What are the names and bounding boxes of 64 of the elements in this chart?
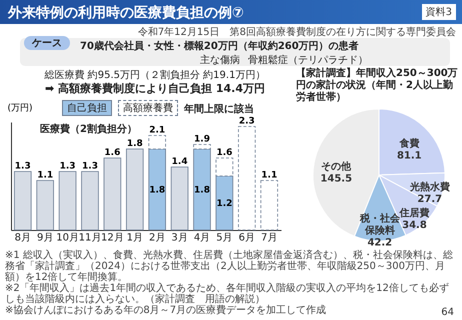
total-label: 1.6 [216, 148, 232, 158]
total-label: 1.3 [60, 162, 76, 172]
total-label: 1.1 [37, 170, 54, 180]
text: 64 [441, 307, 454, 318]
x-tick-label: 5月 [216, 232, 233, 244]
bar [126, 148, 144, 230]
total-label: 1.1 [261, 170, 278, 180]
text: 外来特例の利用時の医療費負担の例⑦ [8, 4, 244, 22]
x-tick-label: 6月 [238, 232, 256, 244]
total-label: 1.9 [194, 134, 210, 144]
data-label: 42.2 [367, 238, 392, 249]
x-tick-label: 10月 [56, 232, 79, 244]
bar [238, 126, 256, 230]
data-label: 1.8 [194, 186, 210, 196]
bar [81, 171, 99, 230]
total-label: 1.3 [14, 162, 31, 172]
data-label: 1.2 [216, 199, 232, 209]
text: ケース [24, 36, 70, 50]
text: 年間上限に該当 [184, 102, 254, 116]
text: 総医療費 約95.5万円（２割負担分 約19.1万円） [44, 68, 266, 82]
x-tick-label: 7月 [261, 232, 278, 244]
data-label: 81.1 [396, 150, 422, 162]
x-tick-label: 1月 [126, 232, 143, 244]
text: ※2「年間収入」は過去1年間の収入であるため、各年間収入階級の実収入の平均を12倍しても必ずしも当該階級内には入らない。（家計調査 用語の解説） [5, 283, 450, 305]
data-label: 34.8 [402, 220, 427, 232]
slice-label: 光熱水費 [408, 180, 450, 193]
x-tick-label: 8月 [14, 232, 31, 244]
total-label: 1.6 [104, 148, 120, 158]
data-label: 1.8 [149, 186, 166, 196]
x-tick-label: 11月 [78, 232, 102, 244]
text: 資料3 [422, 4, 456, 20]
annotation: 医療費（2割負担分） [40, 122, 137, 136]
bar [36, 180, 54, 230]
bar [260, 180, 278, 230]
total-label: 2.3 [238, 116, 255, 126]
bar [58, 171, 76, 230]
bar [104, 158, 122, 230]
slice-label: 税・社会保険料 [358, 212, 401, 237]
data-label: 27.7 [417, 194, 442, 205]
x-tick-label: 4月 [194, 232, 210, 244]
text: 高額療養費 [118, 100, 178, 116]
x-tick-label: 2月 [149, 232, 166, 244]
total-label: 1.8 [126, 139, 143, 149]
bar [170, 166, 188, 230]
text: ➡ 高額療養費制度により自己負担 14.4万円 [44, 81, 266, 96]
text: 70歳代会社員・女性・標報20万円（年収約260万円）の患者 [80, 40, 359, 53]
text: 骨粗鬆症（テリパラチド） [248, 55, 368, 66]
chart-title: 【家計調査】年間収入250～300万円の家計の状況（年間・2人以上勤労者世帯） [296, 68, 459, 104]
total-label: 1.3 [82, 162, 98, 172]
slice-label: 食費 [398, 138, 420, 150]
x-tick-label: 3月 [171, 232, 188, 244]
total-label: 1.4 [172, 157, 188, 167]
text: 自己負担 [62, 100, 112, 116]
text: 令和7年12月15日 第8回高額療養費制度の在り方に関する専門委員会 [138, 27, 456, 38]
y-axis-title: (万円) [8, 104, 33, 114]
total-label: 2.1 [149, 126, 166, 136]
x-tick-label: 12月 [101, 232, 124, 244]
slice-label: その他 [321, 160, 352, 173]
data-label: 145.5 [320, 174, 352, 185]
text: ※1 総収入（実収入）、食費、光熱水費、住居費（土地家屋借金返済含む）、税・社会保険料は、総務省「家計調査」（2024）における世帯支出（2人以上勤労者世帯、年収階級250～300万円、月額）を12倍して年間換算。 [5, 250, 454, 283]
text: 主な傷病 [200, 55, 240, 66]
x-tick-label: 9月 [36, 232, 54, 244]
text: ※協会けんぽにおけるある年の8月～7月の医療費データを加工して作成 [5, 305, 326, 316]
bar [14, 171, 32, 230]
